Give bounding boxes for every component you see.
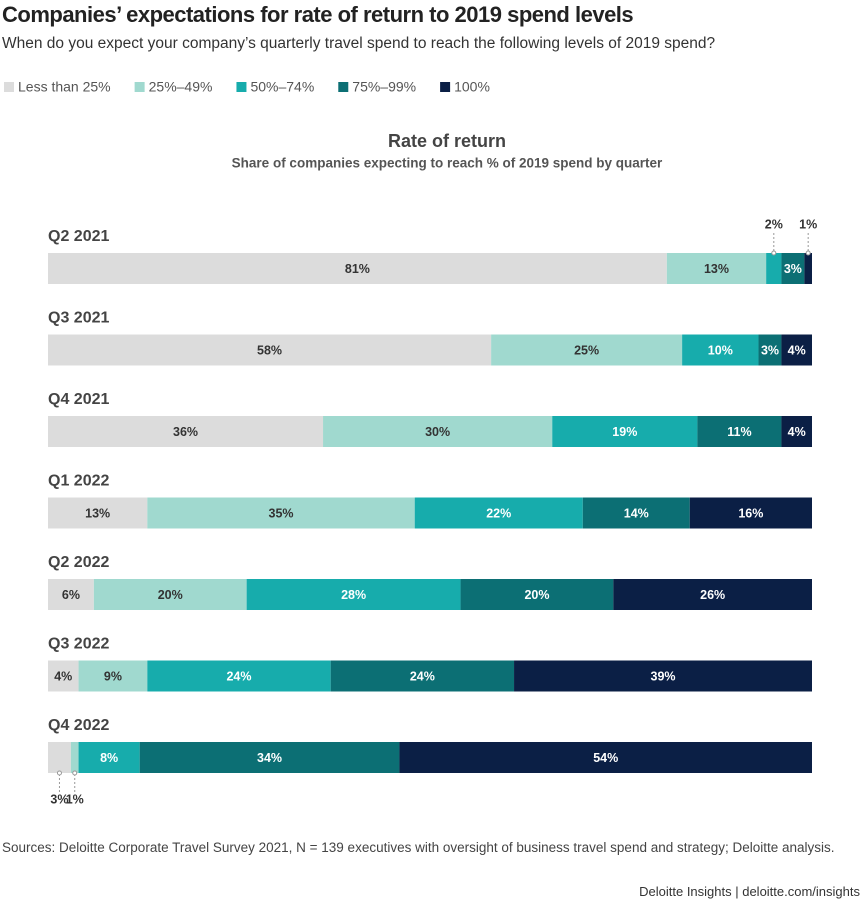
credit: Deloitte Insights | deloitte.com/insight… — [639, 884, 860, 899]
value-label: 16% — [738, 506, 763, 520]
value-label: 1% — [799, 217, 817, 231]
bar-segment — [697, 416, 782, 447]
page-subtitle: When do you expect your company’s quarte… — [2, 35, 716, 52]
bar-segment — [399, 742, 812, 773]
value-label: 30% — [425, 425, 450, 439]
value-label: 58% — [257, 343, 282, 357]
bar-segment — [330, 660, 515, 692]
value-label: 25% — [574, 343, 599, 357]
bar-segment — [414, 497, 583, 529]
bar-segment — [48, 334, 492, 366]
bar-segment — [491, 334, 683, 366]
value-label: 20% — [158, 588, 183, 602]
bar-segment — [758, 334, 782, 366]
legend-swatch — [134, 82, 145, 92]
value-label: 20% — [524, 588, 549, 602]
bar-segment — [781, 253, 805, 284]
bar-segment — [139, 742, 400, 773]
legend-label: 50%–74% — [250, 79, 314, 95]
value-label: 54% — [593, 751, 618, 765]
category-label: Q4 2021 — [48, 391, 109, 408]
leader-dot — [771, 250, 777, 256]
legend-label: Less than 25% — [18, 79, 111, 95]
category-label: Q2 2021 — [48, 228, 109, 245]
chart-title: Rate of return — [388, 131, 506, 151]
value-label: 3% — [761, 343, 779, 357]
value-label: 10% — [708, 343, 733, 357]
legend-label: 75%–99% — [352, 79, 416, 95]
value-label: 2% — [765, 217, 783, 231]
bar-segment — [48, 497, 148, 529]
value-label: 4% — [788, 343, 806, 357]
bar-segment — [682, 334, 759, 366]
value-label: 81% — [345, 262, 370, 276]
value-label: 22% — [486, 506, 511, 520]
bar-segment — [246, 579, 461, 610]
value-label: 13% — [85, 506, 110, 520]
value-label: 4% — [54, 669, 72, 683]
legend-label: 100% — [454, 79, 490, 95]
bar-segment — [48, 416, 324, 447]
value-label: 1% — [66, 792, 84, 806]
bar-segment — [78, 660, 148, 692]
value-label: 9% — [104, 669, 122, 683]
bar-segment — [781, 334, 812, 366]
leader-dot — [72, 770, 78, 776]
category-label: Q1 2022 — [48, 473, 109, 490]
chart-subtitle: Share of companies expecting to reach % … — [232, 156, 663, 171]
bar-segment — [48, 579, 94, 610]
bar-segment — [514, 660, 812, 692]
legend-label: 25%–49% — [149, 79, 213, 95]
bar-segment — [147, 660, 331, 692]
legend-swatch — [440, 82, 451, 92]
sources-note: Sources: Deloitte Corporate Travel Surve… — [2, 840, 835, 855]
bar-segment — [93, 579, 247, 610]
bar-segment — [460, 579, 614, 610]
value-label: 11% — [727, 425, 751, 439]
value-label: 35% — [269, 506, 294, 520]
value-label: 39% — [651, 669, 676, 683]
value-label: 3% — [50, 792, 68, 806]
bar-segment — [613, 579, 812, 610]
value-label: 24% — [410, 669, 435, 683]
bar-segment — [78, 742, 140, 773]
value-label: 24% — [226, 669, 251, 683]
value-label: 26% — [700, 588, 725, 602]
page-title: Companies’ expectations for rate of retu… — [2, 2, 634, 27]
category-label: Q2 2022 — [48, 554, 109, 571]
category-label: Q3 2022 — [48, 636, 109, 653]
value-label: 4% — [788, 425, 806, 439]
category-label: Q4 2022 — [48, 717, 109, 734]
bar-segment — [70, 742, 79, 773]
bar-segment — [781, 416, 812, 447]
legend-swatch — [338, 82, 349, 92]
category-label: Q3 2021 — [48, 310, 109, 327]
bar-segment — [323, 416, 553, 447]
bar-segment — [147, 497, 415, 529]
value-label: 6% — [62, 588, 80, 602]
value-label: 36% — [173, 425, 198, 439]
value-label: 8% — [100, 751, 118, 765]
bar-segment — [666, 253, 767, 284]
bar-segment — [48, 253, 667, 284]
bar-segment — [552, 416, 698, 447]
leader-dot — [56, 770, 62, 776]
legend-swatch — [236, 82, 247, 92]
bar-segment — [804, 253, 812, 284]
bar-segment — [689, 497, 812, 529]
chart: Rate of return Share of companies expect… — [4, 79, 817, 806]
value-label: 13% — [704, 262, 729, 276]
legend-swatch — [4, 82, 14, 92]
bar-segment — [48, 742, 71, 773]
leader-dot — [805, 250, 811, 256]
value-label: 14% — [624, 506, 649, 520]
bar-segment — [766, 253, 782, 284]
bar-segment — [582, 497, 690, 529]
value-label: 28% — [341, 588, 366, 602]
value-label: 3% — [784, 262, 802, 276]
value-label: 34% — [257, 751, 282, 765]
bar-segment — [48, 660, 79, 692]
value-label: 19% — [612, 425, 637, 439]
